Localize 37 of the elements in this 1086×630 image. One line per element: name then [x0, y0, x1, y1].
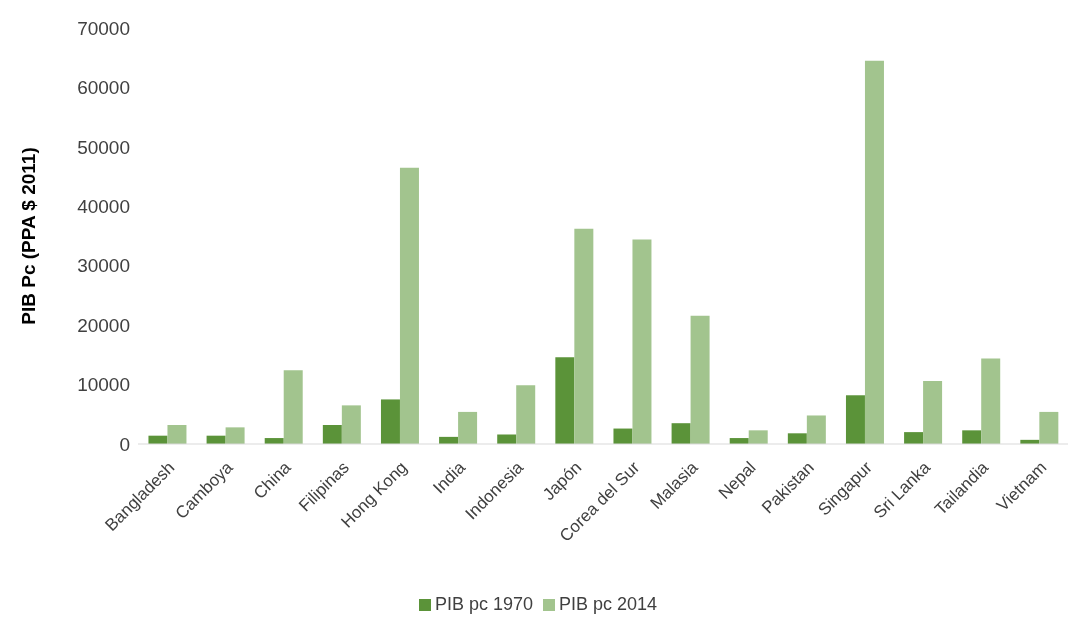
- y-axis-title: PIB Pc (PPA $ 2011): [17, 147, 39, 325]
- bar: [497, 434, 517, 444]
- y-tick-label: 10000: [77, 374, 130, 396]
- y-tick-label: 20000: [77, 314, 130, 336]
- y-tick-label: 30000: [77, 255, 130, 277]
- bar: [458, 411, 478, 444]
- bar: [516, 385, 536, 444]
- bar: [787, 433, 807, 444]
- bar: [845, 395, 865, 444]
- bar: [399, 167, 419, 444]
- bar: [981, 358, 1001, 444]
- bar: [904, 432, 924, 444]
- y-tick-label: 0: [119, 433, 130, 455]
- bar: [322, 424, 342, 444]
- bar: [632, 239, 652, 444]
- bar: [923, 381, 943, 444]
- legend-label: PIB pc 2014: [559, 594, 658, 614]
- legend-label: PIB pc 1970: [434, 594, 533, 614]
- y-tick-label: 40000: [77, 196, 130, 218]
- bar: [864, 60, 884, 444]
- y-tick-label: 70000: [77, 17, 130, 39]
- bar: [341, 405, 361, 444]
- bar: [748, 430, 768, 444]
- bar: [574, 228, 594, 444]
- bar: [671, 423, 691, 444]
- bar: [613, 428, 633, 444]
- bar: [806, 415, 826, 444]
- y-tick-label: 60000: [77, 77, 130, 99]
- bar: [283, 370, 303, 444]
- bar: [225, 427, 245, 444]
- bar: [962, 430, 982, 444]
- bar: [380, 399, 400, 444]
- bar: [690, 315, 710, 444]
- bar: [167, 424, 187, 444]
- bar: [1039, 411, 1059, 444]
- y-tick-label: 50000: [77, 136, 130, 158]
- bar: [555, 357, 575, 444]
